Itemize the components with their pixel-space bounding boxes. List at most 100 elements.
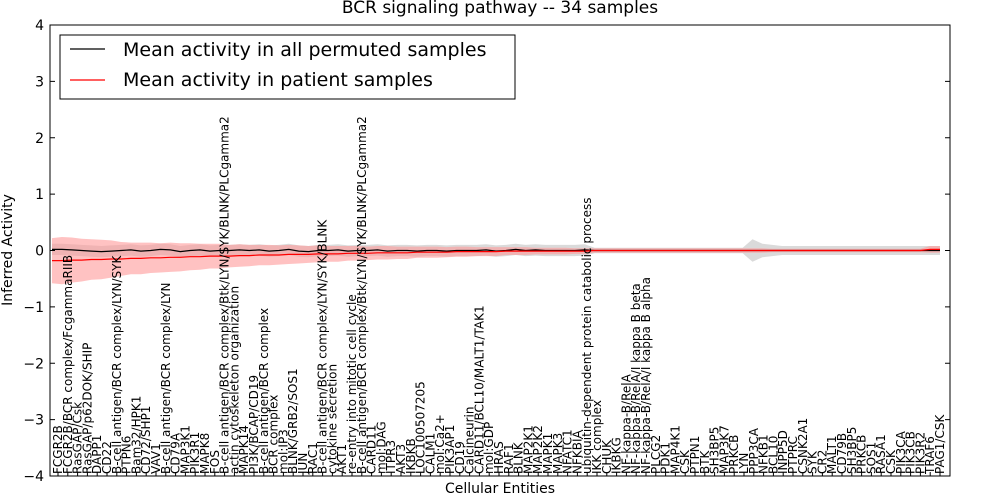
x-tick-label: mol:Ca2+ xyxy=(433,414,447,474)
x-tick-label: MAPK1 xyxy=(541,433,555,474)
y-tick-label: 4 xyxy=(35,18,44,34)
x-tick-label: FOS xyxy=(208,450,222,474)
x-tick-label: mol:GDP xyxy=(482,422,496,474)
legend-label-permuted: Mean activity in all permuted samples xyxy=(123,39,486,61)
x-tick-label: LYN xyxy=(737,453,751,474)
x-tick-label: MAPK8 xyxy=(198,433,212,474)
y-tick-group: −4 −3 −2 −1 0 1 2 3 4 xyxy=(23,18,950,485)
x-tick-label: PLCG2 xyxy=(649,435,663,474)
x-tick-label: CSNK2A1 xyxy=(796,418,810,474)
x-tick-label: NFATC1 xyxy=(561,429,575,474)
y-tick-label: −4 xyxy=(23,469,44,485)
x-tick-label: AKT3 xyxy=(394,444,408,474)
x-tick-label: mol:DAG xyxy=(374,421,388,474)
x-tick-label: SH3BP5 xyxy=(845,427,859,474)
x-tick-label: MALT1 xyxy=(825,435,839,474)
x-tick-label: Calcineurin xyxy=(463,407,477,474)
x-tick-label: NF-kappa-B/RelA/I kappa B beta xyxy=(629,283,643,474)
band-patient xyxy=(52,237,940,285)
x-tick-label: B-cell antigen/BCR complex/LYN/SYK/BLNK xyxy=(316,219,330,474)
y-tick-label: 0 xyxy=(35,244,44,260)
x-tick-label: PIK3R2 xyxy=(913,432,927,474)
x-tick-label: MAP3K1 xyxy=(178,425,192,474)
x-tick-label: PTPN1 xyxy=(688,436,702,474)
x-tick-label: BCR complex xyxy=(267,395,281,474)
x-tick-label: NFKBIA xyxy=(570,429,584,474)
x-tick-label: CD79A xyxy=(169,432,183,474)
x-tick-label: B-cell antigen/BCR complex/LYN xyxy=(159,282,173,474)
x-tick-label: PTPN6 xyxy=(120,436,134,474)
x-tick-label: CD19 xyxy=(453,441,467,474)
x-axis-label: Cellular Entities xyxy=(445,481,555,497)
x-tick-label: MAP3K7 xyxy=(717,425,731,474)
x-tick-label: IKK complex xyxy=(590,400,604,474)
x-tick-label: RAC1 xyxy=(306,442,320,474)
x-tick-label: PPP3CA xyxy=(747,427,761,474)
x-tick-label: BLNK/GRB2/SOS1 xyxy=(286,368,300,474)
x-tick-label: PIK3AP1 xyxy=(443,425,457,474)
chart-title: BCR signaling pathway -- 34 samples xyxy=(342,0,658,18)
x-tick-label: ubiquitin-dependent protein catabolic pr… xyxy=(580,198,594,474)
x-tick-label: BTK xyxy=(698,449,712,474)
x-tick-label: CD22 xyxy=(100,441,114,474)
y-tick-label: 2 xyxy=(35,131,44,147)
x-tick-label: re-entry into mitotic cell cycle xyxy=(345,294,359,474)
x-tick-label: mol:IP3 xyxy=(276,429,290,474)
x-tick-label: MAPK14 xyxy=(237,425,251,474)
x-tick-label: CHUK xyxy=(600,439,614,474)
x-tick-label: NF-kappa-B/RelA xyxy=(619,373,633,474)
x-tick-label: DAPP1 xyxy=(90,435,104,474)
x-tick-label: PDK1 xyxy=(659,442,673,474)
x-tick-label: SYK xyxy=(806,450,820,474)
x-tick-label: JUN xyxy=(296,453,310,475)
x-tick-label: CD72/SHP1 xyxy=(139,406,153,474)
x-tick-label: NFKB1 xyxy=(757,434,771,474)
x-tick-label: CSK xyxy=(678,449,692,474)
x-tick-label: MAPK3 xyxy=(551,433,565,474)
x-tick-label: HRAS xyxy=(492,441,506,474)
x-tick-label: MAP2K2 xyxy=(531,425,545,474)
y-tick-label: 1 xyxy=(35,187,44,203)
x-tick-label: B-cell antigen/BCR complex/LYN/SYK xyxy=(110,254,124,474)
x-tick-label: PIK3R1 xyxy=(188,432,202,474)
plot-frame xyxy=(49,24,951,477)
x-tick-label: CALM1 xyxy=(423,433,437,474)
y-tick-label: 3 xyxy=(35,74,44,90)
x-tick-label: CARD11 xyxy=(365,425,379,474)
x-tick-label: cytokine secretion xyxy=(325,364,339,474)
x-tick-label: BLNK xyxy=(512,441,526,474)
x-tick-label: MAP2K1 xyxy=(521,425,535,474)
x-tick-label: INPP5D xyxy=(776,430,790,474)
x-tick-label: B-cell antigen/BCR complex/Btk/LYN/SYK/B… xyxy=(218,116,232,474)
x-tick-label: FCGR2B/BCR complex/FcgammaRIIB xyxy=(61,255,75,474)
x-tick-label: CD79B xyxy=(835,433,849,474)
y-tick-label: −2 xyxy=(23,356,44,372)
x-tick-label: SOS1 xyxy=(864,442,878,474)
series-lines xyxy=(52,248,940,262)
x-tick-label: actin cytoskeleton organization xyxy=(227,286,241,474)
x-tick-label: CR2 xyxy=(815,450,829,474)
x-tick-label: FCGR2B xyxy=(51,425,65,474)
x-tick-label: PTPRC xyxy=(786,436,800,474)
x-tick-label: RAF1 xyxy=(502,443,516,474)
x-tick-label: VAV1 xyxy=(149,443,163,474)
legend-box xyxy=(59,34,516,100)
x-tick-label: B-cell antigen/BCR complex/Btk/LYN/SYK/B… xyxy=(355,116,369,474)
x-tick-label: MAP4K1 xyxy=(668,425,682,474)
x-tick-label: CARD11/BCL10/MALT1/TAK1 xyxy=(472,305,486,474)
x-tick-label: NF-kappa-B/RelA/I kappa B alpha xyxy=(639,277,653,474)
x-tick-label: PI3K/BCAP/CD19 xyxy=(247,375,261,474)
x-tick-label: PRKCB xyxy=(727,435,741,474)
legend-label-patient: Mean activity in patient samples xyxy=(123,69,433,91)
x-tick-label: ITPR3 xyxy=(384,440,398,474)
x-tick-label: TRAF6 xyxy=(923,436,937,475)
series-line-patient xyxy=(52,248,940,262)
x-tick-label: B-cell antigen/BCR complex xyxy=(257,308,271,474)
y-tick-label: −3 xyxy=(23,413,44,429)
x-tick-label: Bam32/HPK1 xyxy=(129,396,143,474)
x-tick-label: RasGAP/p62DOK/SHIP xyxy=(80,343,94,474)
y-tick-label: −1 xyxy=(23,300,44,316)
x-tick-label: PAG1/CSK xyxy=(933,414,947,474)
